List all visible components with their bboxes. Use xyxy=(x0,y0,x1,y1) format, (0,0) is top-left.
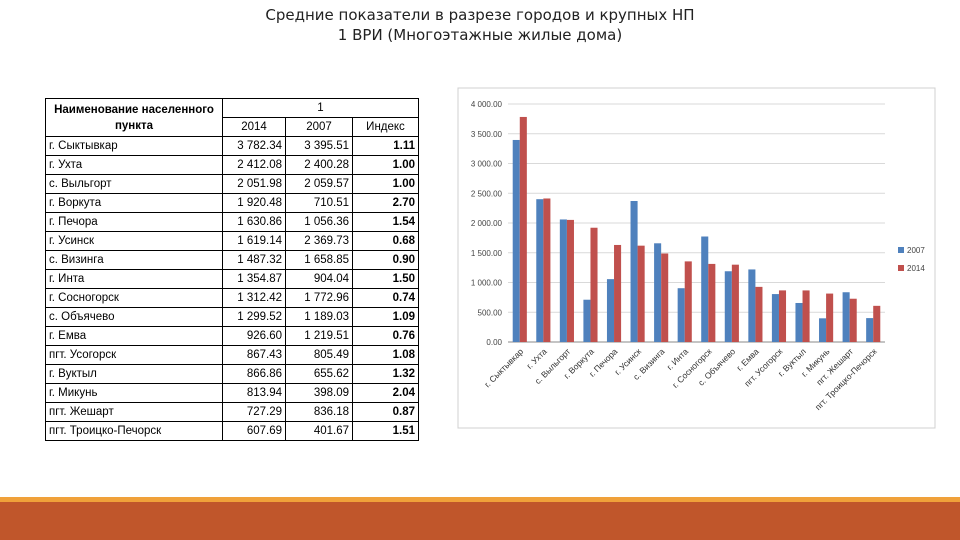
table-row: г. Сосногорск 1 312.42 1 772.96 0.74 xyxy=(45,288,419,308)
table-cell: 2 400.28 xyxy=(285,155,353,175)
header-col: 2007 xyxy=(285,117,353,137)
footer-bar xyxy=(0,502,960,540)
bar xyxy=(795,302,803,342)
table-cell: 2.04 xyxy=(352,383,419,403)
table-cell: г. Печора xyxy=(45,212,223,232)
table-cell: 1.51 xyxy=(352,421,419,441)
header-col: 2014 xyxy=(222,117,286,137)
bar xyxy=(543,198,551,342)
bar xyxy=(536,199,544,342)
table-row: г. Сыктывкар 3 782.34 3 395.51 1.11 xyxy=(45,136,419,156)
table-cell: 805.49 xyxy=(285,345,353,365)
bar xyxy=(590,227,598,342)
table-cell: г. Микунь xyxy=(45,383,223,403)
bar xyxy=(677,288,685,342)
chart-frame xyxy=(457,87,936,429)
table-row: с. Объячево 1 299.52 1 189.03 1.09 xyxy=(45,307,419,327)
table-row: с. Визинга 1 487.32 1 658.85 0.90 xyxy=(45,250,419,270)
bar xyxy=(826,293,834,342)
slide-subtitle: 1 ВРИ (Многоэтажные жилые дома) xyxy=(337,26,623,44)
legend-label: 2007 xyxy=(907,246,925,255)
table-cell: 1 658.85 xyxy=(285,250,353,270)
y-tick-label: 0.00 xyxy=(486,338,502,347)
bar xyxy=(842,292,850,342)
bar xyxy=(819,318,827,342)
bar xyxy=(583,299,591,342)
table-cell: г. Сосногорск xyxy=(45,288,223,308)
table-cell: 1 619.14 xyxy=(222,231,286,251)
bar xyxy=(566,219,574,342)
bar xyxy=(731,264,739,342)
table-cell: 1 299.52 xyxy=(222,307,286,327)
y-tick-label: 2 000.00 xyxy=(471,219,503,228)
table-cell: 655.62 xyxy=(285,364,353,384)
bar xyxy=(701,236,709,342)
bar xyxy=(755,286,763,342)
table-row: г. Печора 1 630.86 1 056.36 1.54 xyxy=(45,212,419,232)
bar xyxy=(849,298,857,342)
bar xyxy=(684,261,692,342)
table-cell: 2 412.08 xyxy=(222,155,286,175)
bar xyxy=(630,201,638,342)
bar xyxy=(654,243,662,342)
table-row: с. Выльгорт 2 051.98 2 059.57 1.00 xyxy=(45,174,419,194)
bar xyxy=(606,279,615,342)
bar xyxy=(559,219,567,342)
header-name: Наименование населенного пункта xyxy=(45,98,223,137)
legend-swatch xyxy=(898,247,904,253)
table-cell: пгт. Троицко-Печорск xyxy=(45,421,223,441)
table-cell: 1.08 xyxy=(352,345,419,365)
y-tick-label: 3 500.00 xyxy=(471,130,503,139)
table-cell: 1 189.03 xyxy=(285,307,353,327)
table-cell: 866.86 xyxy=(222,364,286,384)
table-row: г. Микунь 813.94 398.09 2.04 xyxy=(45,383,419,403)
footer-stripe xyxy=(0,497,960,502)
bar xyxy=(802,290,810,342)
table-row: г. Воркута 1 920.48 710.51 2.70 xyxy=(45,193,419,213)
table-cell: 1.54 xyxy=(352,212,419,232)
y-tick-label: 4 000.00 xyxy=(471,100,503,109)
data-table: Наименование населенного пункта 1 2014 2… xyxy=(45,98,419,441)
table-cell: 710.51 xyxy=(285,193,353,213)
bar xyxy=(519,116,527,342)
y-tick-label: 2 500.00 xyxy=(471,189,503,198)
y-tick-label: 500.00 xyxy=(478,308,503,317)
table-cell: г. Воркута xyxy=(45,193,223,213)
table-row: пгт. Усогорск 867.43 805.49 1.08 xyxy=(45,345,419,365)
bar xyxy=(873,305,881,342)
bar xyxy=(748,269,756,342)
table-cell: 0.90 xyxy=(352,250,419,270)
table-cell: 1 056.36 xyxy=(285,212,353,232)
bar xyxy=(724,271,732,342)
table-cell: 1 219.51 xyxy=(285,326,353,346)
slide-title: Средние показатели в разрезе городов и к… xyxy=(265,6,695,24)
bar xyxy=(771,294,779,342)
table-cell: 3 395.51 xyxy=(285,136,353,156)
table-cell: 813.94 xyxy=(222,383,286,403)
table-row: пгт. Троицко-Печорск 607.69 401.67 1.51 xyxy=(45,421,419,441)
legend-swatch xyxy=(898,265,904,271)
bar xyxy=(866,318,874,342)
y-tick-label: 1 000.00 xyxy=(471,279,503,288)
bar xyxy=(637,245,645,342)
table-cell: 1.00 xyxy=(352,174,419,194)
bar xyxy=(512,139,520,342)
bar xyxy=(614,244,622,342)
y-tick-label: 3 000.00 xyxy=(471,160,503,169)
bar xyxy=(661,253,669,342)
bar xyxy=(708,263,716,342)
table-cell: 2 059.57 xyxy=(285,174,353,194)
table-row: г. Ухта 2 412.08 2 400.28 1.00 xyxy=(45,155,419,175)
table-cell: 727.29 xyxy=(222,402,286,422)
bar xyxy=(778,290,787,342)
legend-label: 2014 xyxy=(907,264,925,273)
y-tick-label: 1 500.00 xyxy=(471,249,503,258)
